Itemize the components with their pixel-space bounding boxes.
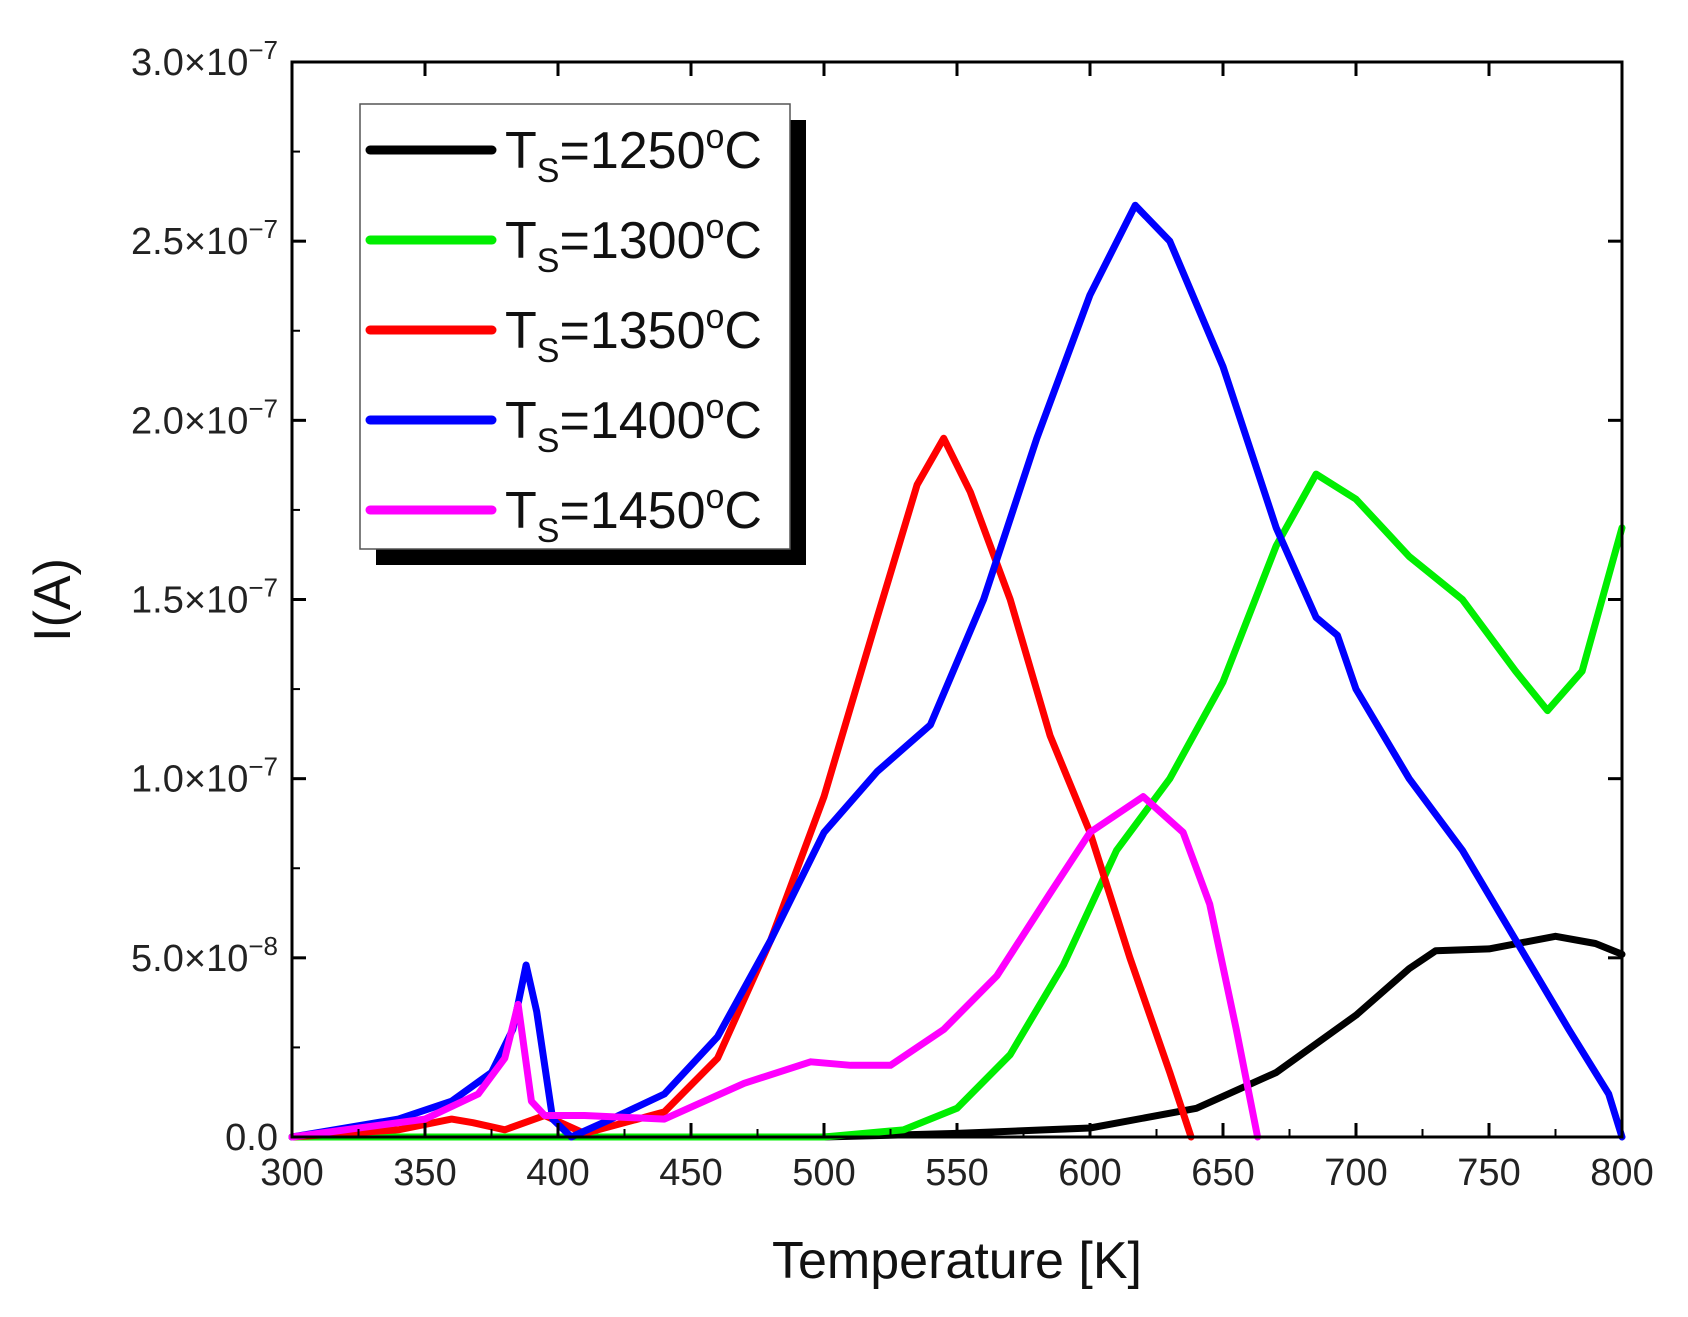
y-tick-label: 0.0 [225, 1117, 278, 1159]
y-tick-label: 1.0×10−7 [131, 752, 278, 801]
x-tick-label: 300 [260, 1152, 323, 1194]
y-tick-label: 5.0×10−8 [131, 931, 278, 980]
legend-items: TS=1250oC TS=1300oC TS=1350oC TS=1400oC TS=1… [365, 118, 762, 550]
y-tick-label: 2.0×10−7 [131, 393, 278, 442]
y-axis-ticks: 0.0 5.0×10−8 1.0×10−7 1.5×10−7 2.0×10−7 2.5×1… [131, 35, 1622, 1159]
x-tick-label: 350 [393, 1152, 456, 1194]
legend-label-0: TS=1250oC [505, 118, 762, 190]
x-tick-label: 450 [659, 1152, 722, 1194]
legend-label-1: TS=1300oC [505, 208, 762, 280]
series-line-3 [288, 201, 1626, 1141]
x-axis-title: Temperature [K] [772, 1232, 1142, 1290]
legend-label-3: TS=1400oC [505, 388, 762, 460]
y-tick-label: 1.5×10−7 [131, 573, 278, 622]
x-tick-label: 700 [1324, 1152, 1387, 1194]
x-tick-label: 550 [925, 1152, 988, 1194]
x-tick-label: 800 [1590, 1152, 1653, 1194]
x-axis-ticks: 300 350 400 450 500 550 600 650 700 750 800 [260, 62, 1654, 1194]
x-tick-label: 650 [1191, 1152, 1254, 1194]
series-line-2 [288, 434, 1195, 1141]
legend: TS=1250oC TS=1300oC TS=1350oC TS=1400oC TS=1… [359, 103, 806, 565]
series-line-4 [288, 793, 1262, 1141]
y-tick-label: 2.5×10−7 [131, 214, 278, 263]
y-axis-title: I(A) [24, 558, 82, 642]
x-tick-label: 400 [526, 1152, 589, 1194]
x-tick-label: 600 [1058, 1152, 1121, 1194]
legend-label-4: TS=1450oC [505, 478, 762, 550]
x-tick-label: 750 [1457, 1152, 1520, 1194]
series-line-1 [288, 470, 1626, 1141]
legend-label-2: TS=1350oC [505, 298, 762, 370]
x-tick-label: 500 [792, 1152, 855, 1194]
y-tick-label: 3.0×10−7 [131, 35, 278, 84]
